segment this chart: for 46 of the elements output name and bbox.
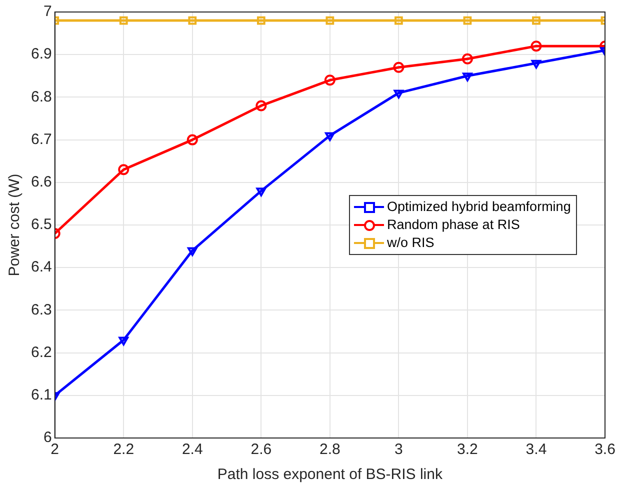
point	[531, 60, 542, 69]
y-tick-label: 6.8	[30, 88, 52, 106]
x-tick-label: 2.6	[250, 441, 272, 458]
point	[325, 132, 335, 142]
x-tick-label: 3	[394, 441, 403, 458]
point	[462, 53, 473, 64]
point	[118, 164, 130, 176]
y-tick-label: 6.6	[30, 174, 52, 191]
point	[256, 188, 266, 196]
point	[188, 16, 197, 25]
point	[256, 16, 266, 25]
point	[118, 336, 129, 346]
y-tick-label: 6.4	[30, 258, 52, 276]
point	[119, 16, 128, 25]
y-axis-title: Power cost (W)	[6, 174, 24, 276]
y-tick-label: 6.1	[30, 386, 52, 404]
point	[187, 247, 198, 256]
y-tick-label: 6.9	[30, 46, 52, 63]
y-tick-label: 6.3	[30, 301, 52, 318]
legend-label: Optimized hybrid beamforming	[387, 198, 571, 216]
point	[393, 62, 404, 73]
y-tick-label: 7	[44, 3, 52, 20]
point	[186, 134, 198, 146]
x-tick-label: 3.2	[457, 441, 478, 458]
x-tick-label: 2	[50, 441, 60, 458]
legend-label: Random phase at RIS	[387, 216, 520, 234]
y-tick-label: 6.5	[30, 216, 52, 234]
x-axis-title: Path loss exponent of BS-RIS link	[217, 466, 443, 484]
point	[463, 16, 472, 25]
point	[326, 16, 334, 25]
y-tick-label: 6	[44, 429, 52, 446]
point	[532, 16, 540, 25]
x-tick-label: 3.4	[526, 441, 547, 458]
x-tick-label: 2.2	[113, 441, 134, 458]
y-tick-label: 6.2	[30, 344, 52, 361]
point	[394, 16, 403, 25]
point	[530, 40, 542, 52]
point	[462, 72, 472, 82]
x-tick-label: 2.8	[319, 441, 340, 458]
point	[256, 100, 267, 112]
x-tick-label: 2.4	[182, 441, 203, 458]
x-tick-label: 3.6	[594, 441, 616, 458]
point	[324, 74, 336, 86]
legend-label: w/o RIS	[387, 234, 434, 252]
point	[394, 90, 404, 98]
y-tick-label: 6.7	[30, 130, 52, 148]
